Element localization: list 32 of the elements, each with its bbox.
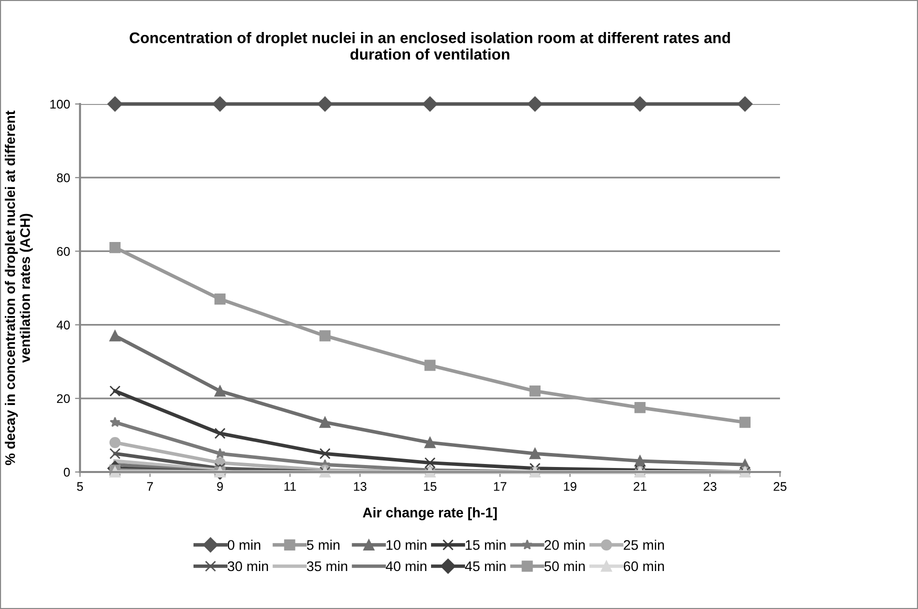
y-tick-label: 40: [56, 320, 70, 330]
legend-label: 45 min: [465, 560, 506, 572]
legend-label: 10 min: [386, 540, 426, 550]
legend-label: 20 min: [544, 540, 585, 550]
legend-label: 60 min: [624, 560, 664, 572]
x-tick-label: 21: [634, 482, 646, 491]
chart-title: Concentration of droplet nuclei in an enclosed isolation room at different rates and duration of ventilation: [130, 32, 730, 60]
y-tick-label: 100: [50, 100, 70, 109]
x-tick-label: 19: [564, 482, 576, 491]
legend-label: 35 min: [306, 560, 348, 572]
x-axis-title: Air change rate [h-1]: [362, 507, 497, 520]
y-tick-label: 80: [56, 173, 70, 182]
x-tick-label: 23: [704, 482, 716, 491]
y-tick-label: 60: [57, 247, 70, 256]
y-tick-label: 0: [64, 468, 70, 477]
x-tick-label: 7: [147, 482, 153, 491]
legend-label: 0 min: [228, 540, 260, 550]
legend-label: 25 min: [624, 540, 664, 550]
x-tick-label: 15: [424, 482, 436, 491]
y-axis-title: % decay in concentration of droplet nuclei at different ventilation rates (ACH): [4, 110, 33, 466]
legend-label: 5 min: [306, 540, 340, 550]
x-tick-label: 13: [354, 482, 366, 491]
y-tick-label: 20: [57, 394, 70, 404]
legend-label: 30 min: [228, 560, 268, 572]
legend-label: 50 min: [544, 560, 585, 572]
x-tick-label: 17: [494, 482, 506, 491]
legend-label: 40 min: [386, 560, 426, 572]
x-tick-label: 11: [284, 482, 296, 491]
legend-label: 15 min: [466, 540, 506, 550]
x-tick-label: 5: [77, 482, 83, 491]
x-tick-label: 9: [217, 482, 223, 491]
x-tick-label: 25: [774, 482, 786, 491]
